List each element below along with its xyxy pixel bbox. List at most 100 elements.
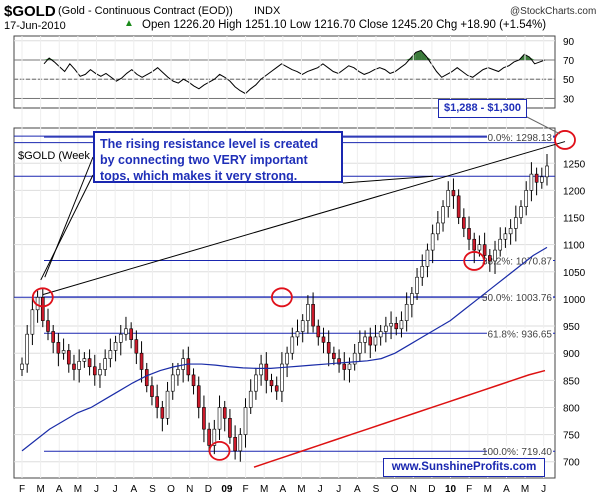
price-tick-label: 750	[563, 431, 580, 442]
candle-body	[540, 176, 544, 183]
candle-body	[451, 190, 456, 197]
candle-body	[30, 309, 35, 335]
x-tick-label: S	[373, 484, 380, 495]
fibonacci-label-bg	[487, 132, 553, 143]
x-tick-label: M	[484, 484, 492, 495]
candle-body	[139, 352, 144, 370]
fibonacci-label-bg	[487, 291, 553, 302]
candle-body	[295, 331, 300, 338]
candle-body	[404, 304, 409, 321]
candle-body	[430, 233, 435, 251]
candle-body	[488, 255, 492, 262]
rsi-tick-label: 50	[563, 75, 575, 86]
fibonacci-label: 100.0%: 719.40	[482, 447, 552, 458]
price-tick-label: 800	[563, 403, 580, 414]
candle-body	[202, 407, 206, 430]
candle-body	[352, 352, 357, 365]
x-tick-label: 09	[221, 484, 233, 495]
x-tick-label: M	[521, 484, 529, 495]
x-tick-label: J	[318, 484, 323, 495]
candle-body	[165, 390, 170, 419]
rising-resistance-line	[42, 141, 566, 296]
fibonacci-label: 50.0%: 1003.76	[482, 293, 552, 304]
rsi-panel-frame	[13, 35, 556, 109]
candle-body	[285, 352, 289, 365]
x-tick-label: J	[113, 484, 118, 495]
candle-body	[368, 336, 373, 346]
candle-body	[498, 238, 503, 251]
sunshine-profits-url[interactable]: www.SunshineProfits.com	[383, 458, 545, 477]
ohlc-quote: Open 1226.20 High 1251.10 Low 1216.70 Cl…	[142, 19, 547, 31]
candle-body	[508, 228, 513, 235]
candle-body	[113, 342, 118, 351]
candle-body	[51, 331, 55, 343]
price-tick-label: 700	[563, 458, 580, 469]
candle-body	[363, 336, 367, 343]
x-tick-label: A	[130, 484, 137, 495]
candle-body	[456, 195, 461, 218]
candle-body	[306, 304, 310, 321]
price-tick-label: 950	[563, 322, 580, 333]
price-tick-label: 1150	[563, 214, 585, 225]
candle-body	[545, 165, 549, 178]
candle-body	[337, 358, 341, 365]
candle-body	[482, 244, 487, 256]
candle-body	[420, 266, 425, 278]
candle-body	[280, 363, 284, 392]
callout-pointer-line	[524, 115, 561, 135]
candle-body	[519, 206, 523, 218]
stockcharts-watermark: @StockCharts.com	[510, 6, 597, 17]
note-pointer-line	[342, 175, 434, 184]
candle-body	[191, 374, 196, 387]
x-tick-label: D	[205, 484, 212, 495]
candle-body	[264, 363, 269, 381]
resistance-note: The rising resistance level is created b…	[93, 131, 343, 183]
candle-body	[207, 428, 211, 446]
candle-body	[108, 350, 113, 359]
candle-body	[274, 385, 279, 392]
candle-body	[238, 434, 243, 452]
x-tick-label: F	[243, 484, 249, 495]
x-tick-label: O	[167, 484, 175, 495]
price-tick-label: 900	[563, 349, 580, 360]
x-tick-label: M	[36, 484, 44, 495]
candle-body	[176, 369, 180, 376]
x-tick-label: D	[428, 484, 435, 495]
candle-body	[170, 374, 175, 392]
candle-body	[399, 320, 404, 330]
rsi-tick-label: 90	[563, 37, 575, 48]
rsi-overbought-fill	[421, 50, 427, 60]
candle-body	[134, 339, 139, 354]
candle-body	[259, 363, 263, 376]
x-tick-label: M	[297, 484, 305, 495]
rsi-overbought-fill	[415, 50, 422, 60]
candle-body	[72, 363, 76, 370]
candle-body	[290, 336, 295, 354]
rsi-overbought-fill	[524, 54, 530, 60]
price-tick-label: 850	[563, 376, 580, 387]
candle-body	[243, 407, 248, 435]
price-tick-label: 1250	[563, 159, 586, 170]
candle-body	[384, 325, 388, 332]
highlight-circle	[208, 440, 231, 461]
candle-body	[56, 342, 61, 354]
x-tick-label: A	[56, 484, 63, 495]
candle-body	[332, 352, 336, 359]
candle-body	[514, 217, 518, 229]
candle-body	[87, 358, 92, 368]
fibonacci-label-bg	[487, 328, 553, 339]
candle-body	[373, 336, 378, 346]
chart-date: 17-Jun-2010	[4, 20, 66, 32]
candle-body	[529, 173, 534, 191]
x-tick-label: S	[149, 484, 156, 495]
note-pointer-line	[44, 156, 94, 278]
chart-symbol: $GOLD	[4, 3, 56, 20]
candle-body	[524, 190, 529, 207]
candle-body	[155, 396, 159, 408]
candle-body	[217, 407, 222, 430]
fibonacci-label-bg	[487, 446, 553, 457]
candle-body	[181, 358, 185, 370]
up-arrow-icon: ▲	[124, 18, 134, 29]
x-tick-label: J	[94, 484, 99, 495]
